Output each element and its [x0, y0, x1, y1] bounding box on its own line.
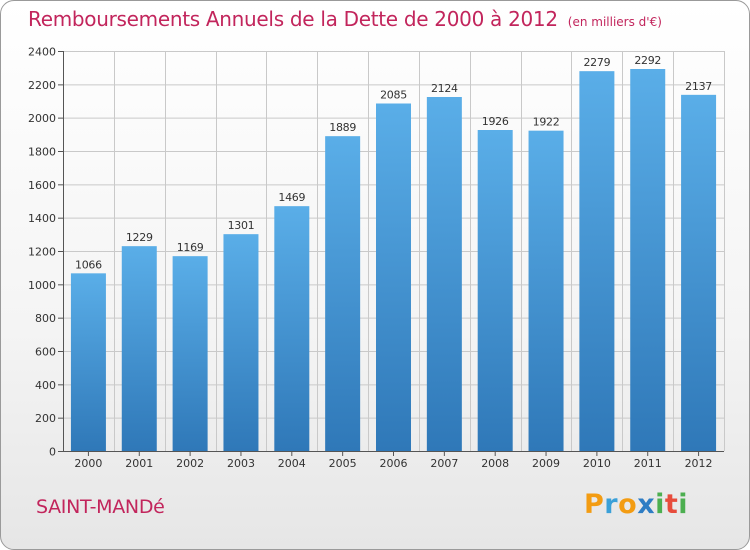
axes: 0 200 400 600 800 1000 1200 1400 1600 1800 2000 220… [28, 46, 724, 470]
x-tick-label: 2011 [634, 457, 662, 470]
y-tick-label: 200 [35, 412, 56, 425]
logo-letter: x [637, 489, 656, 520]
y-tick-label: 600 [35, 346, 56, 359]
data-label-2003: 1301 [228, 219, 255, 232]
bar-2005 [325, 136, 361, 451]
bars [70, 69, 717, 452]
x-tick-label: 2010 [583, 457, 611, 470]
chart-title: Remboursements Annuels de la Dette de 20… [28, 7, 558, 31]
data-label-2005: 1889 [329, 121, 356, 134]
proxiti-logo[interactable]: Proxiti [584, 489, 688, 520]
data-label-2004: 1469 [278, 191, 305, 204]
bar-2009 [528, 130, 564, 451]
x-tick-label: 2000 [74, 457, 102, 470]
logo-letter: P [584, 489, 605, 520]
data-labels: 1066 1229 1169 1301 1469 1889 2085 2124 1926 1922… [75, 54, 713, 271]
data-label-2000: 1066 [75, 258, 102, 271]
y-tick-label: 1000 [28, 279, 56, 292]
logo-letter: i [655, 489, 665, 520]
data-label-2011: 2292 [634, 54, 661, 67]
y-tick-label: 2000 [28, 112, 56, 125]
bar-2003 [223, 234, 259, 451]
logo-letter: i [678, 489, 689, 520]
bar-2010 [579, 71, 615, 452]
x-tick-label: 2007 [430, 457, 458, 470]
bar-2002 [172, 256, 208, 451]
bar-2001 [121, 246, 157, 451]
logo-letter: r [604, 489, 619, 520]
y-tick-label: 1400 [28, 212, 56, 225]
data-label-2009: 1922 [533, 116, 560, 129]
bar-2008 [477, 130, 513, 451]
bar-2000 [70, 273, 106, 451]
y-tick-label: 1200 [28, 246, 56, 259]
bar-2006 [376, 103, 411, 451]
bar-2007 [426, 97, 462, 451]
x-tick-label: 2002 [176, 457, 204, 470]
x-tick-label: 2005 [329, 457, 357, 470]
town-name: SAINT-MANDé [36, 496, 165, 518]
y-tick-label: 2200 [28, 79, 56, 92]
x-tick-label: 2006 [380, 457, 408, 470]
data-label-2012: 2137 [685, 80, 712, 93]
logo-letter: o [618, 489, 638, 520]
chart-subtitle: (en milliers d'€) [567, 15, 662, 29]
data-label-2002: 1169 [177, 241, 204, 254]
data-label-2006: 2085 [380, 89, 407, 102]
y-tick-label: 1800 [28, 146, 56, 159]
x-tick-label: 2009 [532, 457, 560, 470]
y-tick-label: 1600 [28, 179, 56, 192]
x-tick-label: 2004 [278, 457, 306, 470]
data-label-2007: 2124 [431, 82, 458, 95]
data-label-2001: 1229 [126, 231, 153, 244]
y-tick-label: 2400 [28, 46, 56, 59]
logo-letter: t [664, 489, 679, 520]
bar-2011 [630, 69, 666, 451]
title-row: Remboursements Annuels de la Dette de 20… [28, 7, 662, 31]
y-tick-label: 800 [35, 312, 56, 325]
data-label-2010: 2279 [583, 56, 610, 69]
bar-2004 [274, 206, 310, 451]
x-tick-label: 2012 [685, 457, 713, 470]
x-tick-label: 2003 [227, 457, 255, 470]
x-tick-label: 2001 [125, 457, 153, 470]
data-label-2008: 1926 [482, 115, 509, 128]
bar-2012 [681, 94, 717, 451]
x-tick-label: 2008 [481, 457, 509, 470]
y-tick-label: 400 [35, 379, 56, 392]
y-tick-label: 0 [49, 446, 56, 459]
